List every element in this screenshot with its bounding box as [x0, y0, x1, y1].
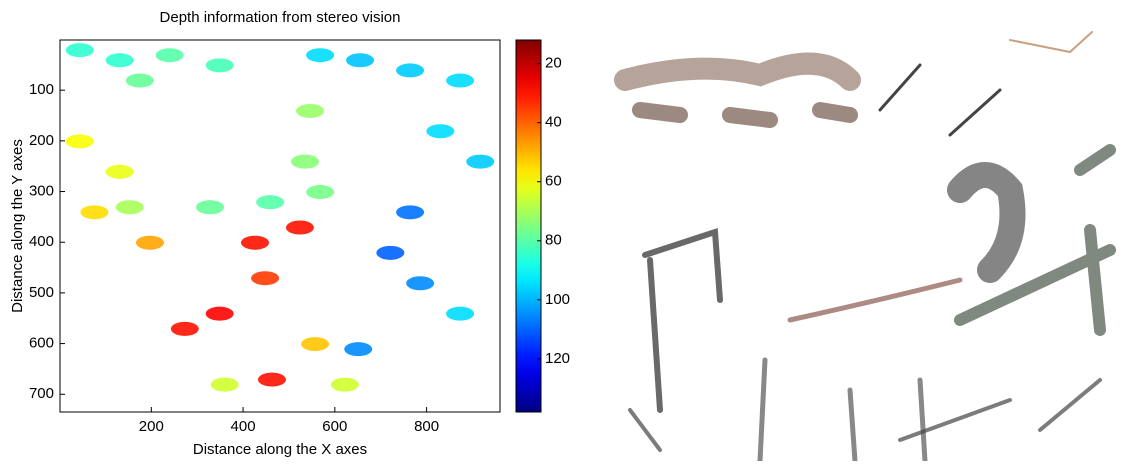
- depth-point: [80, 205, 108, 219]
- colorbar: [516, 40, 541, 412]
- depth-point: [258, 373, 286, 387]
- depth-point: [206, 307, 234, 321]
- depth-point: [306, 185, 334, 199]
- depth-point: [396, 205, 424, 219]
- depth-point: [256, 195, 284, 209]
- depth-point: [406, 276, 434, 290]
- depth-point: [291, 155, 319, 169]
- depth-point: [346, 53, 374, 67]
- colorbar-tick-label: 60: [545, 173, 562, 190]
- depth-point: [211, 378, 239, 392]
- colorbar-tick-label: 80: [545, 232, 562, 249]
- depth-point: [196, 200, 224, 214]
- figure: Depth information from stereo vision Dis…: [0, 0, 1125, 461]
- depth-point: [66, 134, 94, 148]
- depth-point: [301, 337, 329, 351]
- depth-point: [396, 63, 424, 77]
- depth-point: [306, 48, 334, 62]
- depth-point: [66, 43, 94, 57]
- y-tick-label: 500: [29, 284, 54, 301]
- y-tick-label: 700: [29, 385, 54, 402]
- depth-point: [286, 221, 314, 235]
- depth-point: [344, 342, 372, 356]
- y-tick-label: 300: [29, 183, 54, 200]
- depth-point: [376, 246, 404, 260]
- depth-point: [136, 236, 164, 250]
- colorbar-tick-label: 20: [545, 55, 562, 72]
- y-tick-label: 200: [29, 132, 54, 149]
- colorbar-tick-label: 100: [545, 291, 570, 308]
- plot-area: [60, 40, 500, 412]
- chart-title: Depth information from stereo vision: [160, 9, 401, 26]
- depth-point: [296, 104, 324, 118]
- depth-point: [116, 200, 144, 214]
- x-tick-label: 400: [231, 418, 256, 435]
- depth-point: [241, 236, 269, 250]
- depth-point: [426, 124, 454, 138]
- depth-point: [331, 378, 359, 392]
- depth-point: [156, 48, 184, 62]
- depth-point: [466, 155, 494, 169]
- colorbar-tick-label: 120: [545, 350, 570, 367]
- x-tick-label: 800: [414, 418, 439, 435]
- x-axis-label: Distance along the X axes: [193, 441, 367, 458]
- depth-point: [446, 74, 474, 88]
- y-tick-label: 400: [29, 233, 54, 250]
- y-tick-label: 100: [29, 81, 54, 98]
- depth-point: [446, 307, 474, 321]
- photo: [625, 32, 1110, 461]
- x-tick-label: 200: [139, 418, 164, 435]
- x-tick-label: 600: [322, 418, 347, 435]
- depth-point: [126, 74, 154, 88]
- depth-point: [206, 58, 234, 72]
- depth-point: [106, 53, 134, 67]
- depth-point: [106, 165, 134, 179]
- depth-point: [171, 322, 199, 336]
- colorbar-tick-label: 40: [545, 114, 562, 131]
- y-tick-label: 600: [29, 335, 54, 352]
- y-axis-label: Distance along the Y axes: [9, 139, 26, 313]
- depth-point: [251, 271, 279, 285]
